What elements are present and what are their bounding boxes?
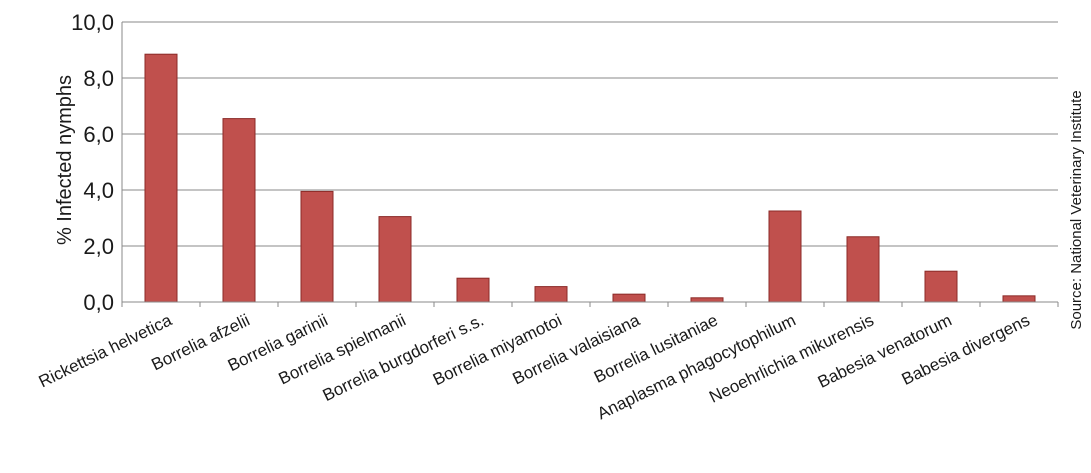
gridlines (122, 21, 1058, 303)
bar (222, 118, 256, 303)
y-tick-label: 0,0 (83, 290, 114, 315)
bar (378, 216, 412, 303)
y-tick-label: 6,0 (83, 122, 114, 147)
y-axis-label: % Infected nymphs (54, 75, 76, 245)
source-note: Source: National Veterinary Institute (1068, 90, 1085, 329)
bars (144, 53, 1036, 303)
x-tick-label: Babesia divergens (899, 311, 1033, 389)
bar (846, 236, 880, 303)
y-tick-label: 10,0 (71, 10, 114, 35)
bar (768, 210, 802, 303)
x-tick-label: Rickettsia helvetica (36, 310, 176, 391)
axes (121, 22, 1059, 307)
x-tick-label: Borrelia miyamotoi (430, 311, 565, 390)
y-tick-label: 4,0 (83, 178, 114, 203)
x-tick-label: Babesia venatorum (815, 311, 955, 392)
bar (612, 293, 646, 303)
bar (300, 190, 334, 303)
bar (1002, 295, 1036, 303)
bar (144, 53, 178, 303)
x-tick-label: Borrelia valaisiana (510, 310, 644, 388)
y-tick-label: 8,0 (83, 66, 114, 91)
bar (534, 286, 568, 303)
bar (924, 270, 958, 303)
y-tick-labels: 0,0 2,0 4,0 6,0 8,0 10,0 (71, 10, 114, 315)
bar (690, 297, 724, 303)
y-tick-label: 2,0 (83, 234, 114, 259)
bar (456, 277, 490, 303)
